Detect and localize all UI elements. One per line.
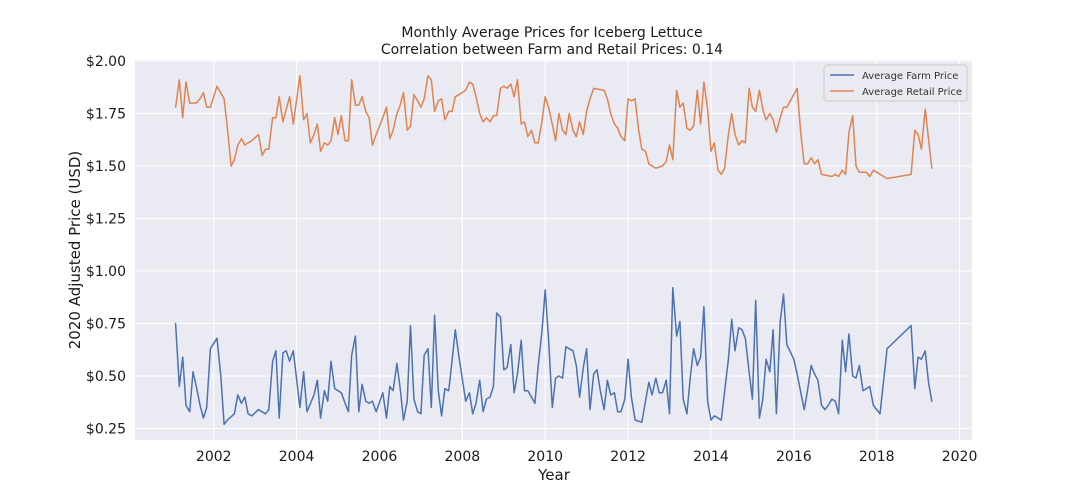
y-axis-label: 2020 Adjusted Price (USD) [66, 151, 84, 349]
y-tick-label: $1.00 [86, 264, 126, 280]
legend-label-retail: Average Retail Price [862, 87, 962, 98]
series-line-farm-price [174, 287, 933, 426]
x-axis-label: Year [537, 466, 571, 484]
y-tick-labels: $0.25 $0.50 $0.75 $1.00 $1.25 $1.50 $1.75 $2.00 [86, 54, 126, 437]
y-tick-label: $0.25 [86, 421, 126, 437]
x-tick-label: 2014 [693, 449, 729, 465]
x-tick-label: 2012 [610, 449, 646, 465]
series-layer [174, 74, 933, 426]
x-tick-labels: 2002 2004 2006 2008 2010 2012 2014 2016 2018 2020 [196, 449, 977, 465]
legend: Average Farm Price Average Retail Price [823, 64, 968, 102]
x-tick-label: 2020 [942, 449, 978, 465]
x-tick-label: 2018 [859, 449, 895, 465]
y-gridlines [135, 60, 972, 429]
x-tick-label: 2002 [196, 449, 232, 465]
y-tick-label: $1.50 [86, 159, 126, 175]
y-tick-label: $1.75 [86, 107, 126, 123]
x-tick-label: 2008 [445, 449, 481, 465]
y-tick-label: $0.50 [86, 369, 126, 385]
chart-subtitle: Correlation between Farm and Retail Pric… [381, 42, 723, 58]
x-tick-label: 2006 [362, 449, 398, 465]
y-tick-label: $0.75 [86, 316, 126, 332]
y-tick-label: $1.25 [86, 212, 126, 228]
series-line-retail-price [174, 74, 933, 180]
chart-title: Monthly Average Prices for Iceberg Lettu… [401, 25, 702, 41]
plot-area [135, 60, 972, 440]
x-tick-label: 2016 [776, 449, 812, 465]
y-tick-label: $2.00 [86, 54, 126, 70]
legend-frame [823, 64, 968, 102]
legend-label-farm: Average Farm Price [862, 71, 958, 82]
x-tick-label: 2010 [527, 449, 563, 465]
x-tick-label: 2004 [279, 449, 315, 465]
